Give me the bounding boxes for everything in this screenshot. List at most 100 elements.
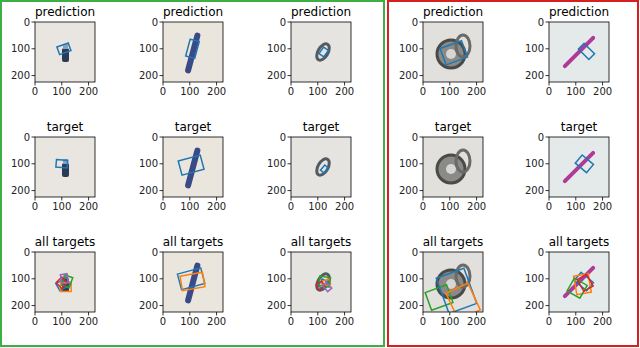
y-tick-label: 0	[538, 247, 544, 258]
photo-background	[291, 22, 351, 82]
x-tick-label: 100	[566, 86, 585, 97]
grasp-box	[319, 47, 328, 57]
x-tick-label: 0	[32, 201, 38, 212]
x-tick-label: 0	[32, 316, 38, 327]
axes-frame	[423, 137, 483, 197]
x-tick	[602, 312, 603, 316]
photo-background	[35, 137, 95, 197]
x-tick-label: 100	[180, 201, 199, 212]
x-tick-label: 0	[160, 316, 166, 327]
subplot-title: all targets	[549, 235, 610, 249]
y-tick-label: 100	[11, 158, 30, 169]
y-tick	[288, 137, 292, 138]
x-tick-label: 200	[593, 86, 612, 97]
subplot-title: target	[303, 120, 340, 134]
photo-background	[35, 252, 95, 312]
axes-frame	[163, 252, 223, 312]
subplot-title: prediction	[423, 5, 483, 19]
group-frame	[1, 1, 384, 346]
subplot: 01002000100200prediction	[399, 5, 486, 97]
y-tick	[160, 22, 164, 23]
subplot: 01002000100200prediction	[525, 5, 612, 97]
x-tick	[189, 82, 190, 86]
y-tick-label: 200	[267, 185, 286, 196]
y-tick	[288, 278, 292, 279]
grasp-box	[567, 278, 587, 298]
y-tick	[32, 278, 36, 279]
x-tick-label: 100	[308, 201, 327, 212]
image-area	[35, 22, 95, 82]
axes-frame	[35, 22, 95, 82]
image-area	[291, 22, 351, 82]
subplot-title: prediction	[291, 5, 351, 19]
x-tick-label: 0	[288, 86, 294, 97]
x-tick-label: 0	[288, 316, 294, 327]
x-tick-label: 200	[467, 316, 486, 327]
y-tick-label: 100	[267, 273, 286, 284]
y-tick-label: 0	[152, 247, 158, 258]
x-tick	[163, 82, 164, 86]
y-tick	[32, 22, 36, 23]
photo-background	[549, 22, 609, 82]
grasp-box	[323, 282, 332, 292]
x-tick	[449, 82, 450, 86]
x-tick-label: 100	[308, 86, 327, 97]
y-tick-label: 0	[412, 132, 418, 143]
x-tick	[216, 82, 217, 86]
photo-background	[423, 22, 483, 82]
photo-background	[549, 252, 609, 312]
x-tick	[35, 197, 36, 201]
y-tick-label: 0	[24, 247, 30, 258]
y-tick-label: 0	[280, 247, 286, 258]
object	[562, 150, 596, 184]
x-tick-label: 100	[566, 316, 585, 327]
x-tick-label: 0	[546, 86, 552, 97]
x-tick	[549, 197, 550, 201]
axes-frame	[291, 137, 351, 197]
x-tick-label: 100	[180, 316, 199, 327]
y-tick	[546, 305, 550, 306]
y-tick	[420, 190, 424, 191]
subplot-title: prediction	[549, 5, 609, 19]
y-tick	[32, 305, 36, 306]
subplot-title: target	[175, 120, 212, 134]
grasp-box	[575, 155, 593, 173]
y-tick-label: 200	[139, 185, 158, 196]
photo-background	[423, 252, 483, 312]
y-tick	[32, 137, 36, 138]
x-tick	[317, 312, 318, 316]
y-tick-label: 100	[267, 158, 286, 169]
y-tick-label: 200	[525, 300, 544, 311]
x-tick-label: 100	[180, 86, 199, 97]
image-area	[423, 22, 483, 82]
image-area	[549, 137, 609, 197]
axes-frame	[549, 22, 609, 82]
x-tick	[291, 312, 292, 316]
x-tick	[602, 197, 603, 201]
x-tick-label: 200	[335, 201, 354, 212]
group-frame	[388, 1, 638, 346]
object	[314, 272, 332, 293]
image-area	[423, 137, 483, 197]
y-tick	[420, 252, 424, 253]
y-tick-label: 100	[11, 43, 30, 54]
x-tick-label: 0	[546, 201, 552, 212]
axes-frame	[423, 22, 483, 82]
x-tick-label: 200	[207, 86, 226, 97]
x-tick	[476, 197, 477, 201]
y-tick	[546, 75, 550, 76]
y-tick	[160, 305, 164, 306]
subplot: 01002000100200all targets	[525, 235, 612, 327]
subplot-title: all targets	[35, 235, 96, 249]
y-tick-label: 200	[139, 300, 158, 311]
subplot: 01002000100200target	[267, 120, 354, 212]
y-tick	[288, 252, 292, 253]
y-tick-label: 100	[525, 158, 544, 169]
y-tick	[288, 163, 292, 164]
axes-frame	[291, 22, 351, 82]
subplot-title: all targets	[423, 235, 484, 249]
grasp-box	[186, 39, 200, 58]
x-tick-label: 100	[308, 316, 327, 327]
object	[184, 147, 201, 189]
y-tick	[288, 305, 292, 306]
